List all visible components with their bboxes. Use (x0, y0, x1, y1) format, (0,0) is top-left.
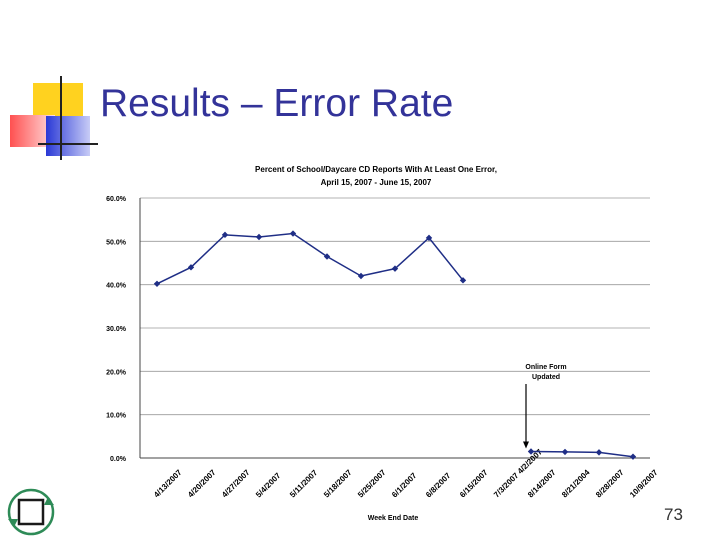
chart-title-line-2: April 15, 2007 - June 15, 2007 (321, 178, 432, 187)
x-tick-label: 5/18/2007 (322, 467, 354, 499)
y-tick-label: 30.0% (106, 326, 127, 333)
data-point (357, 272, 365, 280)
data-point (595, 449, 603, 456)
annotation-line-1: Online Form (525, 364, 566, 371)
x-tick-label: 8/28/2007 (594, 467, 626, 499)
x-axis-ticks: 4/13/2007 4/20/2007 4/27/2007 5/4/2007 5/11/… (152, 447, 660, 499)
data-point (289, 230, 297, 237)
x-axis-label: Week End Date (368, 515, 419, 522)
annotation-arrowhead (523, 441, 529, 449)
x-tick-label: 5/4/2007 (254, 471, 283, 500)
series-segment (530, 450, 634, 458)
y-tick-label: 50.0% (106, 239, 127, 246)
y-tick-label: 10.0% (106, 413, 127, 420)
data-point (153, 280, 161, 287)
x-tick-label: 6/1/2007 (390, 471, 419, 500)
page-number: 73 (664, 505, 683, 524)
data-point (221, 231, 229, 239)
annotation-line-2: Updated (532, 374, 560, 381)
x-tick-label: 5/25/2007 (356, 467, 388, 499)
y-tick-label: 0.0% (110, 456, 127, 463)
x-tick-label: 8/14/2007 (526, 467, 558, 499)
y-tick-label: 60.0% (106, 196, 127, 203)
y-axis-ticks: 0.0% 10.0% 20.0% 30.0% 40.0% 50.0% 60.0% (106, 196, 127, 463)
x-tick-label: 4/27/2007 (220, 467, 252, 499)
data-point (629, 453, 637, 460)
slide-title: Results – Error Rate (100, 82, 454, 125)
x-tick-label: 6/8/2007 (424, 471, 453, 500)
y-tick-label: 20.0% (106, 369, 127, 376)
data-point (187, 264, 195, 271)
x-tick-label: 4/20/2007 (186, 467, 218, 499)
decor-vertical-line (60, 76, 62, 160)
x-tick-label: 4/13/2007 (152, 467, 184, 499)
slide-nav-icon[interactable] (4, 485, 58, 539)
x-tick-label: 6/15/2007 (458, 467, 490, 499)
x-tick-label: 8/21/2004 (560, 467, 592, 499)
data-point (255, 233, 263, 241)
data-point (425, 234, 433, 242)
x-tick-label: 10/9/2007 (628, 467, 660, 499)
data-point (527, 448, 535, 455)
decor-horizontal-line (38, 143, 98, 145)
chart-title-line-1: Percent of School/Daycare CD Reports Wit… (255, 165, 497, 174)
series-segment (156, 232, 464, 285)
x-tick-label: 5/11/2007 (288, 468, 320, 500)
data-point (459, 277, 467, 284)
series-line (153, 230, 637, 460)
y-tick-label: 40.0% (106, 283, 127, 290)
chart-axes (139, 198, 650, 459)
data-point (391, 265, 399, 272)
online-form-annotation: Online Form Updated (523, 364, 567, 449)
data-point (323, 253, 331, 260)
chart-gridlines (140, 197, 650, 459)
decor-blue-square (46, 116, 90, 156)
data-point (561, 448, 569, 456)
error-rate-chart: Percent of School/Daycare CD Reports Wit… (106, 165, 660, 522)
